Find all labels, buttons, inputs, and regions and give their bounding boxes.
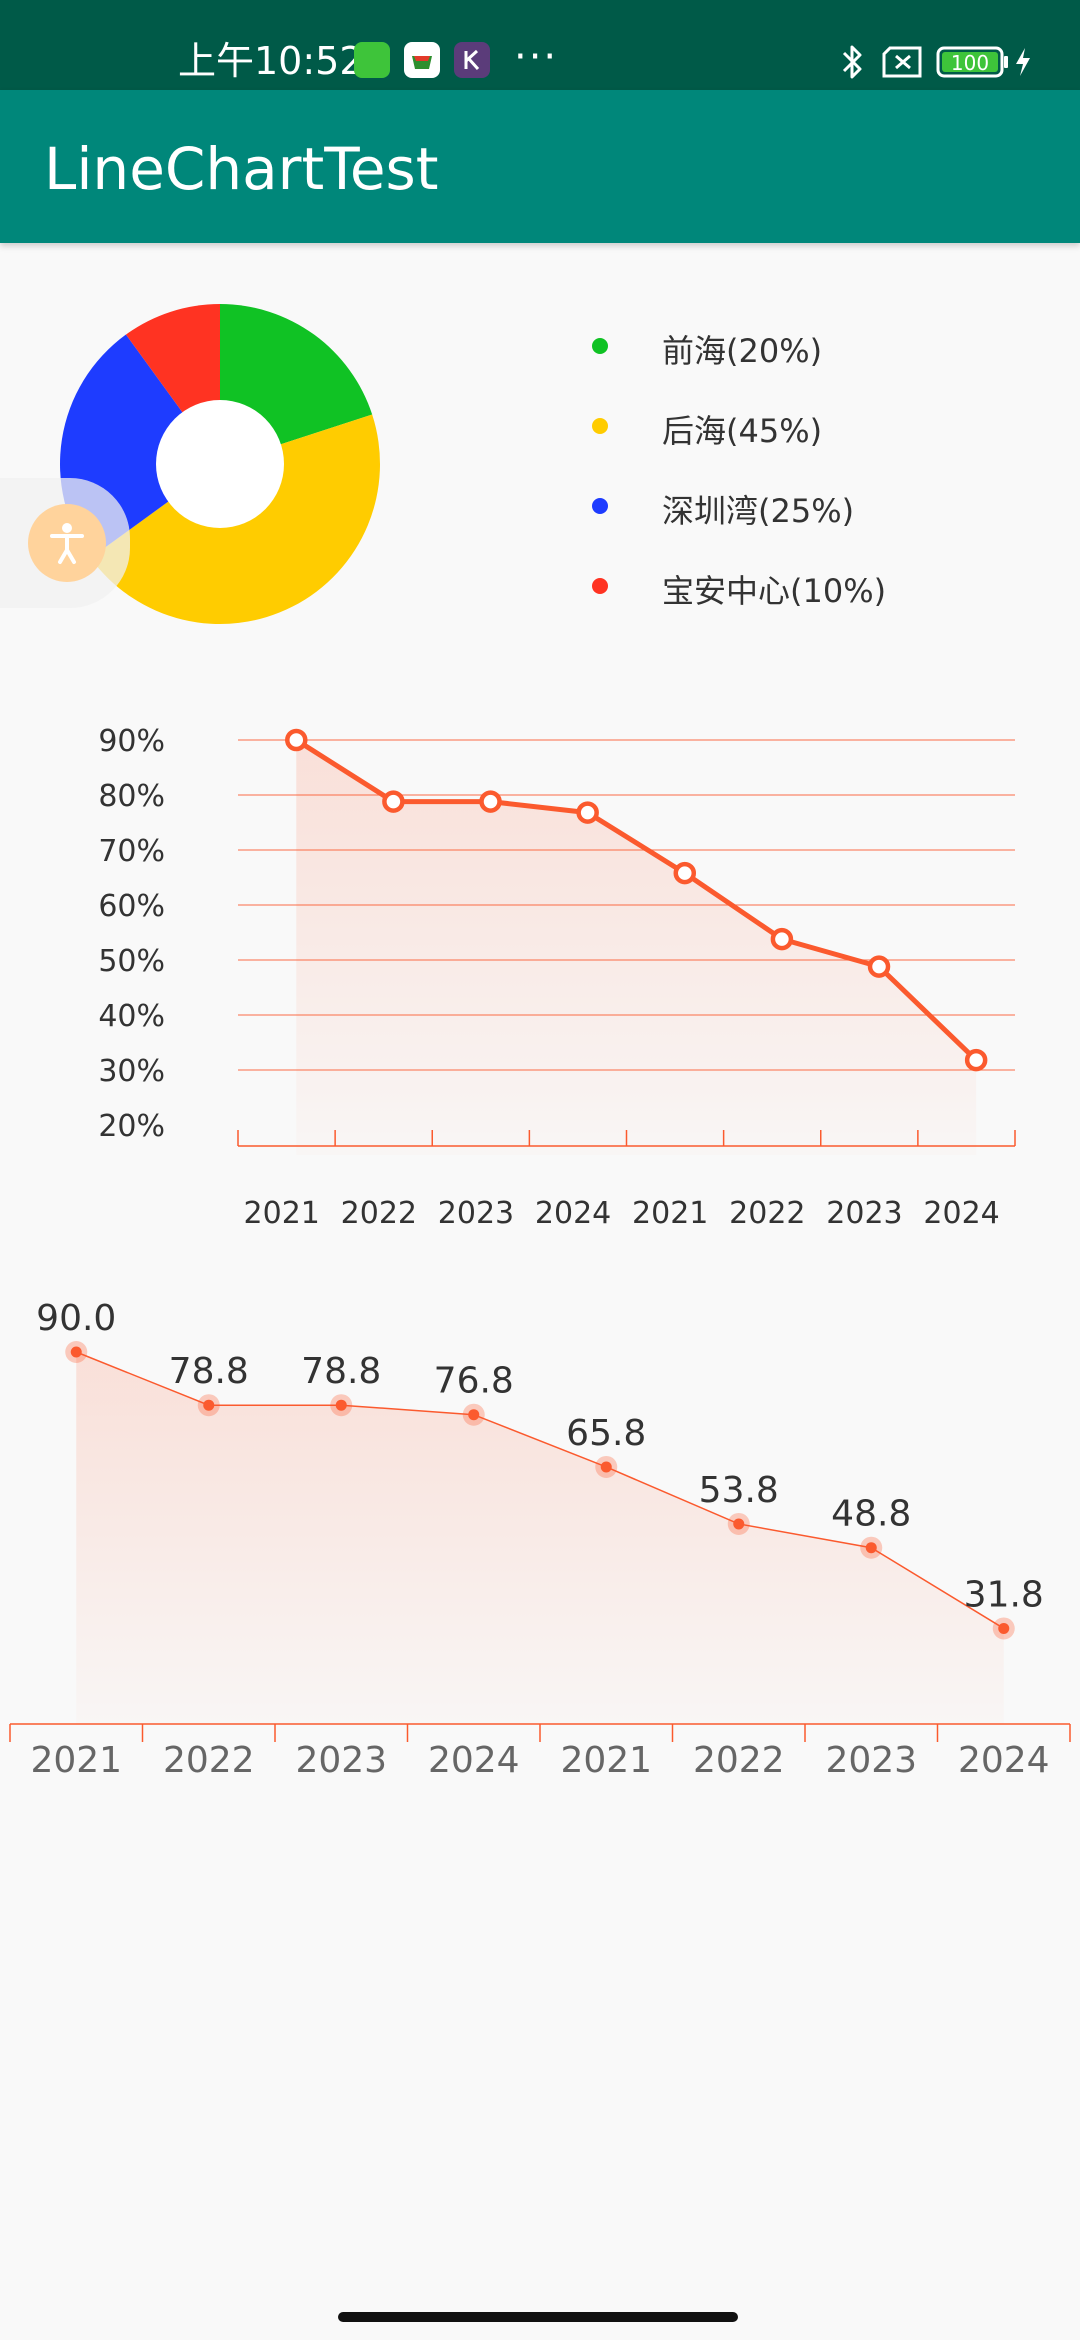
data-point <box>673 861 697 885</box>
x-tick-label: 2022 <box>729 1196 805 1231</box>
x-tick-label: 2021 <box>244 1196 320 1231</box>
x-tick-label: 2023 <box>825 1740 917 1781</box>
x-tick-label: 2021 <box>30 1740 122 1781</box>
area-fill <box>76 1352 1004 1724</box>
data-label: 65.8 <box>566 1413 646 1454</box>
legend-label-baoan: 宝安中心(10%) <box>662 572 887 610</box>
legend-label-qianhai: 前海(20%) <box>662 332 823 370</box>
data-label: 78.8 <box>169 1351 249 1392</box>
app-icon-k <box>454 42 490 78</box>
data-label: 78.8 <box>301 1351 381 1392</box>
battery-level: 100 <box>951 51 989 75</box>
data-point <box>468 1409 480 1421</box>
data-point <box>479 790 502 813</box>
y-tick-label: 80% <box>98 779 165 814</box>
legend-label-houhai: 后海(45%) <box>662 412 823 450</box>
x-tick-label: 2022 <box>693 1740 785 1781</box>
data-point <box>733 1518 745 1530</box>
status-bar: 上午10:52 ··· 100 <box>0 0 1080 90</box>
legend-label-shenzhenwan: 深圳湾(25%) <box>662 492 855 530</box>
y-tick-label: 30% <box>98 1054 165 1089</box>
legend-dot-yellow <box>592 418 608 434</box>
x-tick-label: 2021 <box>560 1740 652 1781</box>
data-point <box>382 790 405 813</box>
data-point <box>576 801 599 824</box>
accessibility-float[interactable] <box>0 478 130 608</box>
line-chart-1: 20% 30% 40% 50% 60% 70% 80% 90% 2021 2022 2023 2024… <box>98 724 1016 1231</box>
line-chart-2: 90.0 78.8 78.8 76.8 65.8 53.8 48.8 31.8 2021 2022… <box>9 1298 1071 1781</box>
y-tick-label: 20% <box>98 1109 165 1144</box>
data-point <box>285 728 308 752</box>
data-point <box>998 1622 1010 1634</box>
x-tick-label: 2024 <box>958 1740 1050 1781</box>
area-fill <box>296 740 977 1155</box>
status-time: 上午10:52 <box>178 39 364 83</box>
y-tick-label: 70% <box>98 834 165 869</box>
y-tick-label: 90% <box>98 724 165 759</box>
data-point <box>865 1542 877 1554</box>
x-tick-label: 2022 <box>341 1196 417 1231</box>
legend-dot-green <box>592 338 608 354</box>
home-indicator[interactable] <box>338 2312 738 2322</box>
app-icon-green <box>354 42 390 78</box>
y-tick-label: 60% <box>98 889 165 924</box>
data-label: 48.8 <box>831 1494 911 1535</box>
series-line <box>294 737 978 1062</box>
data-label: 31.8 <box>964 1574 1044 1615</box>
legend-dot-red <box>592 578 608 594</box>
data-label: 53.8 <box>699 1470 779 1511</box>
y-tick-label: 50% <box>98 944 165 979</box>
charging-icon <box>1016 48 1030 76</box>
bluetooth-icon <box>842 45 862 79</box>
app-icon-basket <box>404 42 440 78</box>
x-tick-label: 2023 <box>826 1196 902 1231</box>
sim-icon <box>882 46 922 78</box>
x-tick-label: 2022 <box>163 1740 255 1781</box>
accessibility-icon <box>50 523 84 564</box>
data-point <box>335 1399 347 1411</box>
x-tick-label: 2024 <box>923 1196 999 1231</box>
legend-dot-blue <box>592 498 608 514</box>
more-notifications-icon: ··· <box>514 34 559 80</box>
x-tick-label: 2023 <box>295 1740 387 1781</box>
battery-icon: 100 <box>936 46 1008 78</box>
data-label: 90.0 <box>36 1298 116 1339</box>
accessibility-button[interactable] <box>28 504 106 582</box>
x-tick-label: 2024 <box>428 1740 520 1781</box>
x-tick-label: 2023 <box>438 1196 514 1231</box>
data-point <box>770 927 794 951</box>
x-tick-label: 2021 <box>632 1196 708 1231</box>
data-point <box>70 1346 82 1358</box>
series-line <box>75 1351 1005 1630</box>
data-point <box>964 1048 988 1072</box>
data-point <box>600 1461 612 1473</box>
pie-hole <box>156 400 284 528</box>
app-title: LineChartTest <box>44 135 439 203</box>
data-label: 76.8 <box>434 1361 514 1402</box>
x-tick-label: 2024 <box>535 1196 611 1231</box>
data-point <box>203 1399 215 1411</box>
app-bar: LineChartTest <box>0 90 1080 243</box>
data-point <box>867 955 891 978</box>
y-tick-label: 40% <box>98 999 165 1034</box>
